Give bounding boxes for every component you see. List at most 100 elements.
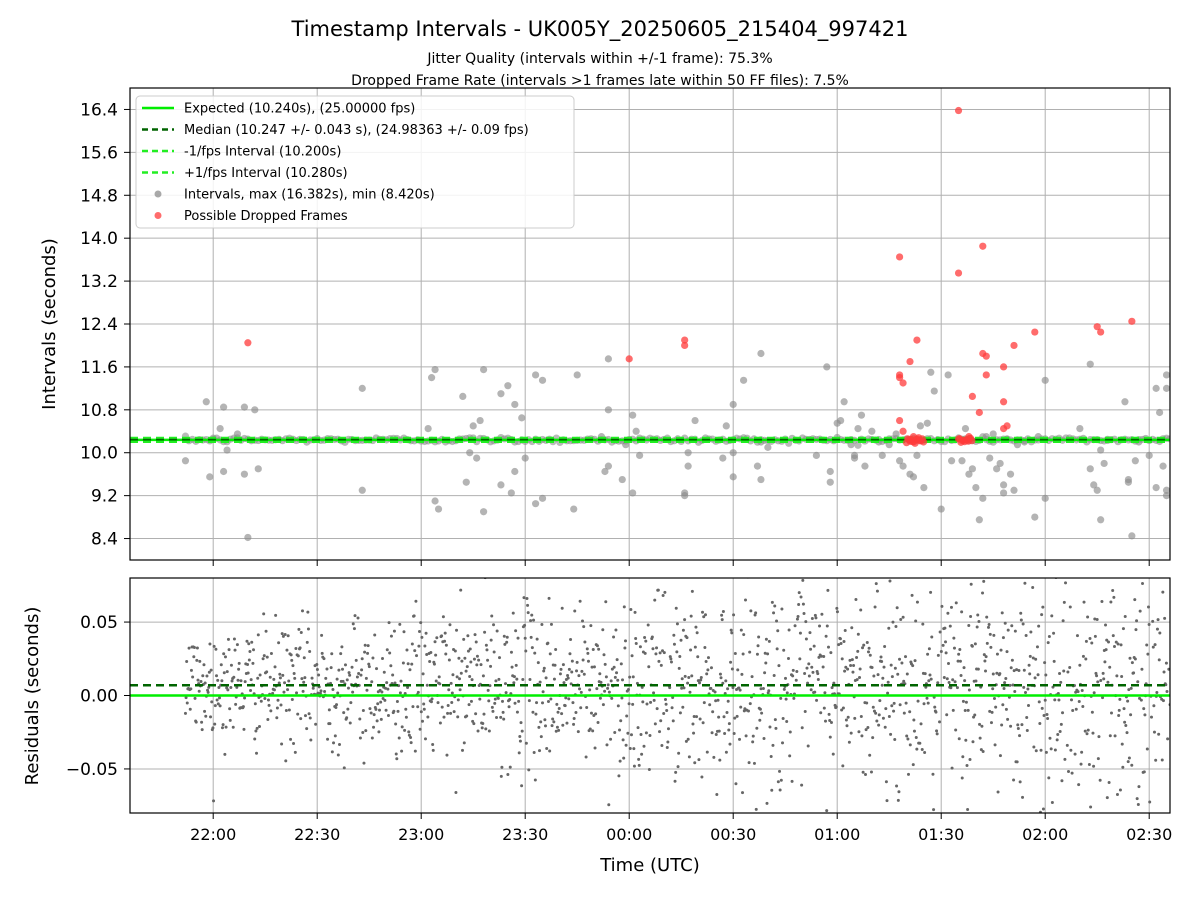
residual-point <box>305 727 309 731</box>
residual-point <box>644 731 648 735</box>
residual-point <box>897 790 901 794</box>
interval-point <box>202 398 210 406</box>
residual-point <box>840 708 844 712</box>
residual-point <box>468 674 472 678</box>
residual-point <box>1053 748 1057 752</box>
residual-point <box>859 714 863 718</box>
residual-point <box>778 769 782 773</box>
residual-point <box>1068 545 1071 548</box>
residual-point <box>998 754 1002 758</box>
residual-point <box>418 727 422 731</box>
residual-point <box>354 658 358 662</box>
residual-point <box>892 709 896 713</box>
residual-point <box>692 731 696 735</box>
residual-point <box>306 627 310 631</box>
residual-point <box>320 651 324 655</box>
residual-point <box>782 687 786 691</box>
residual-point <box>1119 643 1123 647</box>
residual-point <box>1024 633 1028 637</box>
residual-point <box>952 646 956 650</box>
residual-point <box>643 651 647 655</box>
residual-point <box>660 743 664 747</box>
residual-point <box>389 634 393 638</box>
residual-point <box>445 753 449 757</box>
residual-point <box>262 612 266 616</box>
residual-point <box>1049 747 1053 751</box>
residual-point <box>772 611 776 615</box>
residual-point <box>1029 630 1033 634</box>
residual-point <box>981 750 985 754</box>
residual-point <box>1059 722 1063 726</box>
residual-point <box>645 702 649 706</box>
residual-point <box>392 629 396 633</box>
interval-point <box>1152 384 1160 392</box>
residual-point <box>926 652 930 656</box>
residual-point <box>961 699 965 703</box>
residual-point <box>490 705 494 709</box>
residual-point <box>669 660 673 664</box>
residual-point <box>492 650 496 654</box>
residual-point <box>555 725 559 729</box>
residual-point <box>721 609 725 613</box>
residual-point <box>858 676 862 680</box>
residual-point <box>1142 770 1146 774</box>
legend-swatch <box>154 212 162 219</box>
residual-point <box>185 660 189 664</box>
residual-point <box>1042 714 1046 718</box>
residual-point <box>441 615 445 619</box>
interval-point <box>507 489 515 497</box>
residual-point <box>910 593 914 597</box>
residual-point <box>1112 644 1116 648</box>
residual-point <box>298 646 302 650</box>
residual-point <box>858 667 862 671</box>
residual-point <box>666 727 670 731</box>
residual-point <box>612 665 616 669</box>
residual-point <box>634 641 638 645</box>
residual-point <box>254 729 258 733</box>
residual-point <box>183 711 187 715</box>
residual-point <box>253 737 257 741</box>
residual-point <box>955 556 958 559</box>
residual-point <box>714 733 718 737</box>
residual-point <box>588 688 592 692</box>
residual-point <box>409 735 413 739</box>
residual-point <box>1129 686 1133 690</box>
residual-point <box>305 640 309 644</box>
residual-point <box>830 686 834 690</box>
residual-point <box>278 672 282 676</box>
residual-point <box>949 605 953 609</box>
residual-point <box>406 662 410 666</box>
residual-point <box>1115 793 1119 797</box>
x-tick-label: 02:30 <box>1126 825 1172 844</box>
residual-point <box>895 606 899 610</box>
residual-point <box>458 677 462 681</box>
residual-point <box>535 637 539 641</box>
residual-point <box>583 640 587 644</box>
residual-point <box>1000 723 1004 727</box>
interval-point <box>740 376 748 384</box>
residual-point <box>579 690 583 694</box>
residual-point <box>982 579 986 583</box>
dropped-frame-point <box>1000 363 1008 371</box>
residual-point <box>565 721 569 725</box>
residual-point <box>1025 728 1029 732</box>
residual-point <box>436 701 440 705</box>
residual-point <box>793 624 797 628</box>
residual-point <box>1092 691 1096 695</box>
residual-point <box>495 629 499 633</box>
residual-point <box>851 670 855 674</box>
interval-point <box>618 475 626 484</box>
residual-point <box>440 705 444 709</box>
residual-point <box>939 649 943 653</box>
residual-point <box>1057 698 1061 702</box>
residual-point <box>980 724 984 728</box>
residual-point <box>1001 703 1005 707</box>
dropped-frame-point <box>906 357 914 366</box>
residual-point <box>840 657 844 661</box>
residual-point <box>299 630 303 634</box>
residual-point <box>603 662 607 666</box>
residual-point <box>1036 673 1040 677</box>
residual-point <box>969 582 973 586</box>
residual-point <box>932 808 936 812</box>
residual-point <box>195 646 199 650</box>
